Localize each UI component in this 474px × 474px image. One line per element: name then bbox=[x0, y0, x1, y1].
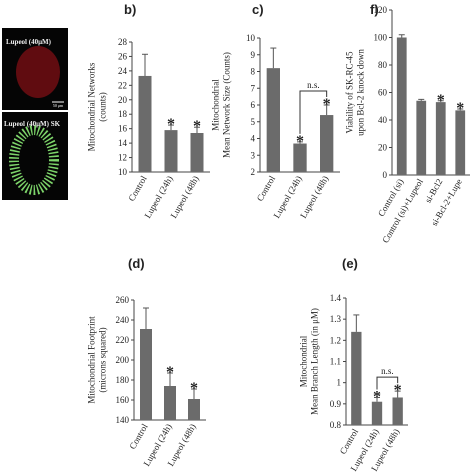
y-tick-label: 24 bbox=[118, 66, 128, 76]
y-tick-label: 1.1 bbox=[330, 357, 341, 367]
bar bbox=[435, 102, 446, 175]
y-tick-label: 6 bbox=[251, 100, 256, 110]
bar bbox=[396, 37, 407, 175]
y-tick-label: 0 bbox=[383, 170, 388, 180]
panel-label: f) bbox=[370, 2, 379, 17]
y-tick-label: 220 bbox=[116, 335, 130, 345]
y-tick-label: 120 bbox=[374, 5, 388, 15]
panel-label: (d) bbox=[128, 256, 145, 271]
y-tick-label: 14 bbox=[118, 138, 128, 148]
y-tick-label: 10 bbox=[118, 167, 128, 177]
y-tick-label: 20 bbox=[378, 143, 388, 153]
y-tick-label: 2 bbox=[251, 167, 256, 177]
y-tick-label: 140 bbox=[116, 415, 130, 425]
bar bbox=[455, 110, 466, 175]
significance-star: * bbox=[167, 116, 175, 133]
y-tick-label: 240 bbox=[116, 315, 130, 325]
significance-star: * bbox=[296, 133, 304, 150]
panel-label: b) bbox=[124, 2, 136, 17]
significance-star: * bbox=[373, 388, 381, 405]
significance-star: * bbox=[437, 92, 445, 109]
panel-label: c) bbox=[252, 2, 264, 17]
bar bbox=[188, 399, 200, 420]
bracket bbox=[376, 376, 399, 390]
x-tick-label: Lupeol (48h) bbox=[298, 174, 330, 220]
y-axis-label: Mitochondrial Networks bbox=[87, 62, 97, 151]
y-axis-label: Viability of SK-RC-45 bbox=[345, 51, 355, 133]
significance-star: * bbox=[394, 382, 402, 399]
significance-star: * bbox=[323, 96, 331, 113]
image-label: Lupeol (40μM) bbox=[6, 38, 52, 46]
bar bbox=[138, 75, 152, 172]
bar bbox=[164, 386, 176, 420]
y-tick-label: 16 bbox=[118, 124, 128, 134]
significance-star: * bbox=[166, 364, 174, 381]
x-tick-label: Control bbox=[127, 422, 150, 451]
y-tick-label: 200 bbox=[116, 355, 130, 365]
bar bbox=[266, 68, 280, 172]
panel-label: (e) bbox=[342, 256, 358, 271]
y-axis-label: Mean Network Size (Counts) bbox=[222, 52, 232, 158]
y-tick-label: 1.2 bbox=[330, 335, 341, 345]
y-tick-label: 100 bbox=[374, 33, 388, 43]
y-tick-label: 7 bbox=[251, 83, 256, 93]
y-tick-label: 4 bbox=[251, 134, 256, 144]
bracket-label: n.s. bbox=[307, 80, 320, 90]
significance-star: * bbox=[193, 118, 201, 135]
y-tick-label: 1.4 bbox=[330, 293, 342, 303]
y-tick-label: 5 bbox=[251, 117, 256, 127]
bar bbox=[190, 133, 204, 172]
y-tick-label: 0.8 bbox=[330, 420, 342, 430]
bracket-label: n.s. bbox=[381, 366, 394, 376]
scale-label: 50 μm bbox=[53, 103, 64, 108]
y-tick-label: 0.9 bbox=[330, 399, 342, 409]
y-tick-label: 9 bbox=[251, 50, 256, 60]
bar bbox=[293, 143, 307, 172]
bar bbox=[351, 331, 362, 425]
y-axis-label: upon Bcl-2 knock down bbox=[356, 49, 366, 136]
y-tick-label: 12 bbox=[118, 153, 127, 163]
y-tick-label: 22 bbox=[118, 80, 127, 90]
bar bbox=[416, 100, 427, 175]
y-tick-label: 20 bbox=[118, 95, 128, 105]
y-tick-label: 26 bbox=[118, 51, 128, 61]
bracket bbox=[299, 90, 328, 134]
y-tick-label: 10 bbox=[246, 33, 256, 43]
y-axis-label: (counts) bbox=[98, 92, 108, 122]
bar bbox=[164, 130, 178, 172]
y-tick-label: 28 bbox=[118, 37, 128, 47]
y-axis-label: (microns squared) bbox=[98, 327, 108, 392]
y-tick-label: 18 bbox=[118, 109, 128, 119]
y-tick-label: 80 bbox=[378, 60, 388, 70]
y-tick-label: 1 bbox=[337, 378, 342, 388]
y-tick-label: 3 bbox=[251, 150, 256, 160]
image-label: Lupeol (40μM) SK bbox=[4, 120, 61, 128]
y-tick-label: 8 bbox=[251, 67, 256, 77]
y-tick-label: 180 bbox=[116, 375, 130, 385]
y-tick-label: 40 bbox=[378, 115, 388, 125]
bar bbox=[392, 397, 403, 425]
significance-star: * bbox=[190, 380, 198, 397]
y-axis-label: Mitochondrial Footprint bbox=[87, 316, 97, 404]
y-tick-label: 260 bbox=[116, 295, 130, 305]
bar bbox=[371, 401, 383, 425]
y-tick-label: 160 bbox=[116, 395, 130, 405]
significance-star: * bbox=[456, 100, 464, 117]
green-stain bbox=[9, 125, 59, 195]
red-stain bbox=[16, 46, 60, 98]
y-axis-label: Mitochondrial bbox=[211, 79, 221, 131]
y-axis-label: Mean Branch Length (in μM) bbox=[310, 308, 320, 415]
x-tick-label: Control bbox=[126, 174, 149, 203]
x-tick-label: Control bbox=[255, 174, 278, 203]
y-tick-label: 1.3 bbox=[330, 314, 342, 324]
y-tick-label: 60 bbox=[378, 88, 388, 98]
y-axis-label: Mitochondrial bbox=[299, 335, 309, 387]
bar bbox=[320, 115, 334, 172]
bar bbox=[140, 329, 152, 420]
